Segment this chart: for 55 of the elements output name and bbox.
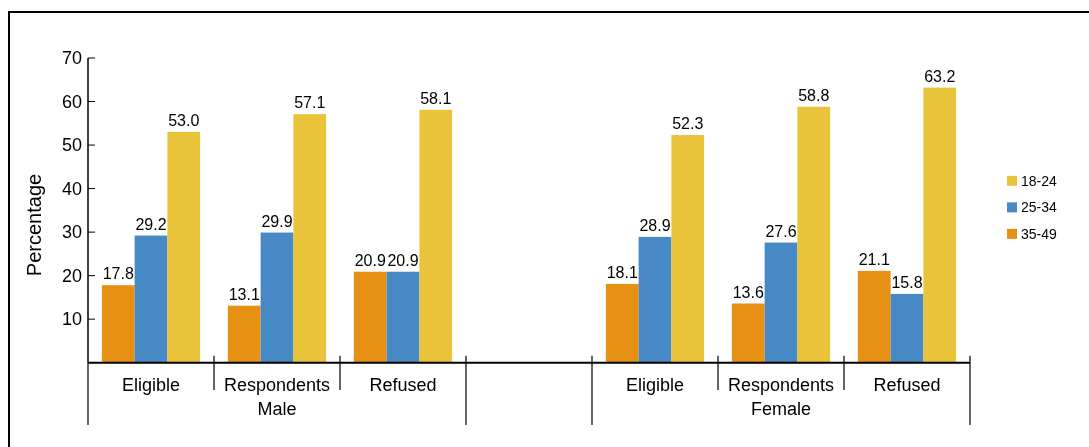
- data-label: 13.6: [732, 283, 764, 301]
- bar: [638, 236, 672, 363]
- data-label: 29.9: [261, 212, 293, 230]
- data-label: 20.9: [387, 251, 419, 269]
- bar: [731, 303, 765, 363]
- data-label: 29.2: [135, 215, 167, 233]
- data-label: 63.2: [924, 67, 956, 85]
- y-tick-label: 70: [61, 48, 82, 69]
- bar: [605, 283, 639, 363]
- x-tick-label: Respondents: [223, 375, 331, 395]
- bar: [857, 270, 891, 363]
- bar: [101, 285, 135, 363]
- y-tick-label: 20: [61, 265, 82, 286]
- bar: [134, 235, 168, 363]
- data-label: 28.9: [639, 216, 671, 234]
- bar: [764, 242, 798, 363]
- y-tick-label: 50: [61, 135, 82, 156]
- bar: [671, 135, 705, 363]
- data-label: 57.1: [294, 94, 326, 112]
- bar: [353, 271, 387, 363]
- data-label: 27.6: [765, 222, 797, 240]
- x-tick-label: Refused: [369, 375, 437, 395]
- legend-label: 25-34: [1021, 199, 1058, 216]
- bar: [890, 293, 924, 363]
- bar: [260, 232, 294, 363]
- data-label: 15.8: [891, 273, 923, 291]
- text: Male: [257, 399, 297, 419]
- x-tick-label: Respondents: [727, 375, 835, 395]
- data-label: 52.3: [672, 115, 704, 133]
- data-label: 58.1: [420, 89, 452, 107]
- y-tick-label: 40: [61, 178, 82, 199]
- text: Female: [750, 399, 812, 419]
- data-label: 13.1: [228, 285, 260, 303]
- bar: [419, 109, 453, 363]
- bar: [797, 106, 831, 363]
- bar: [923, 87, 957, 363]
- y-tick-label: 60: [61, 91, 82, 112]
- data-label: 20.9: [354, 251, 386, 269]
- bar: [227, 305, 261, 363]
- y-tick-label: 10: [61, 309, 82, 330]
- x-tick-label: Eligible: [625, 375, 685, 395]
- legend-label: 18-24: [1021, 172, 1058, 189]
- data-label: 21.1: [858, 250, 890, 268]
- data-label: 17.8: [102, 265, 134, 283]
- x-tick-label: Eligible: [121, 375, 181, 395]
- data-label: 58.8: [798, 86, 830, 104]
- bar: [167, 132, 201, 363]
- y-tick-label: 30: [61, 222, 82, 243]
- y-axis-title: Percentage: [23, 173, 45, 277]
- legend-label: 35-49: [1021, 225, 1058, 242]
- bar: [293, 114, 327, 363]
- data-label: 18.1: [606, 263, 638, 281]
- bar: [386, 271, 420, 363]
- x-tick-label: Refused: [873, 375, 941, 395]
- data-label: 53.0: [168, 112, 200, 129]
